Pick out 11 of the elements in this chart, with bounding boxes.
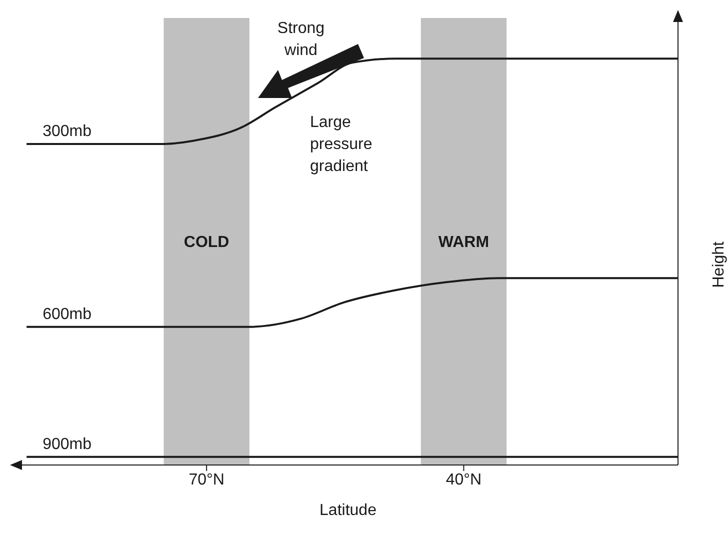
y-axis-title: Height	[710, 240, 728, 288]
series-label: 300mb	[42, 122, 92, 140]
series-label: 900mb	[42, 436, 92, 453]
x-axis-title: Latitude	[320, 502, 377, 519]
annotation: Strong wind	[276, 19, 326, 61]
band-label: COLD	[184, 234, 230, 252]
band-label: WARM	[438, 234, 490, 252]
series-label: 600mb	[42, 306, 92, 323]
annotation: Large pressure gradient	[310, 113, 374, 177]
x-tick-label: 70°N	[188, 471, 224, 488]
x-tick-label: 40°N	[446, 471, 482, 488]
